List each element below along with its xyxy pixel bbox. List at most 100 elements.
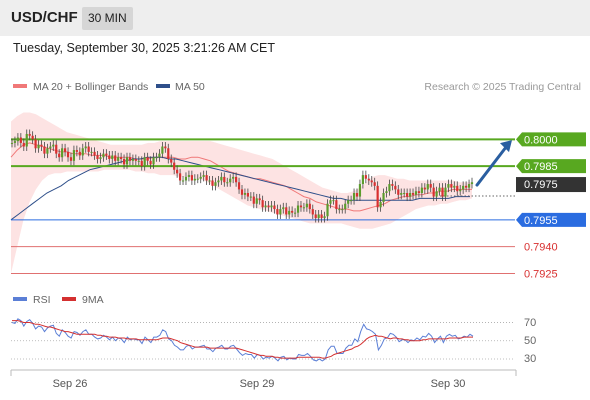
forecast-arrow-shaft xyxy=(475,145,508,187)
candle-body xyxy=(176,169,179,174)
candle-body xyxy=(90,151,93,153)
candle-body xyxy=(255,198,258,204)
candle-body xyxy=(167,148,170,160)
candle-body xyxy=(46,148,49,154)
legend-label-bollinger: MA 20 + Bollinger Bands xyxy=(33,81,148,93)
rsi-tick-label: 30 xyxy=(524,353,536,365)
candle-body xyxy=(117,157,120,161)
symbol-label: USD/CHF xyxy=(11,9,78,26)
candle-body xyxy=(114,155,117,161)
candle-body xyxy=(261,200,264,208)
forecast-arrow-head xyxy=(500,140,512,153)
candle-body xyxy=(202,175,205,177)
candle-body xyxy=(470,182,474,185)
candle-body xyxy=(211,180,214,186)
candle-body xyxy=(102,153,105,158)
candle-body xyxy=(429,184,432,188)
candle-body xyxy=(237,182,241,190)
candle-body xyxy=(361,175,364,185)
candle-body xyxy=(273,205,276,210)
candle-body xyxy=(406,193,409,197)
candle-body xyxy=(240,189,244,195)
candle-body xyxy=(288,210,291,215)
candle-body xyxy=(184,176,188,181)
candle-body xyxy=(403,193,406,194)
candle-body xyxy=(323,216,326,219)
candle-body xyxy=(391,184,394,186)
candle-body xyxy=(19,137,22,143)
candle-body xyxy=(267,205,270,208)
candle-body xyxy=(131,159,134,161)
candle-body xyxy=(426,184,429,190)
candle-body xyxy=(111,155,114,160)
candle-body xyxy=(81,148,84,156)
candle-body xyxy=(338,209,341,211)
candle-body xyxy=(335,200,338,210)
candle-body xyxy=(232,176,235,179)
level-label-support: 0.7925 xyxy=(524,268,558,280)
candle-body xyxy=(441,187,444,197)
candle-body xyxy=(105,153,108,156)
candle-body xyxy=(87,146,90,152)
ma50-line xyxy=(10,156,470,221)
candle-body xyxy=(108,155,111,160)
x-tick-label: Sep 30 xyxy=(431,378,466,390)
candle-body xyxy=(128,157,132,161)
candle-body xyxy=(43,146,46,154)
candle-body xyxy=(394,185,397,190)
candle-body xyxy=(161,146,164,154)
candle-body xyxy=(170,159,173,163)
level-tag-current xyxy=(516,177,586,193)
candle-body xyxy=(423,187,426,190)
candle-body xyxy=(358,184,362,197)
candle-body xyxy=(311,209,314,215)
candle-body xyxy=(226,182,229,184)
candle-body xyxy=(220,176,223,181)
candle-body xyxy=(291,210,294,213)
candle-body xyxy=(435,191,438,197)
header-bar: USD/CHF 30 MIN xyxy=(0,0,590,36)
level-label-current: 0.7975 xyxy=(524,179,558,191)
candle-body xyxy=(173,162,176,170)
candle-body xyxy=(347,200,350,204)
candle-body xyxy=(293,212,297,214)
candle-body xyxy=(264,205,267,208)
candle-body xyxy=(28,133,31,136)
candle-body xyxy=(249,196,252,198)
candle-body xyxy=(229,178,232,183)
timestamp: Tuesday, September 30, 2025 3:21:26 AM C… xyxy=(13,41,275,55)
candle-body xyxy=(34,139,37,149)
candle-body xyxy=(411,193,415,195)
candle-body xyxy=(332,200,335,202)
credit-text: Research © 2025 Trading Central xyxy=(424,81,581,93)
candle-body xyxy=(370,180,373,183)
candle-body xyxy=(66,151,70,158)
candle-body xyxy=(279,209,282,215)
candle-body xyxy=(143,157,146,167)
candle-body xyxy=(31,135,34,140)
candle-body xyxy=(223,176,226,183)
candle-body xyxy=(72,150,76,161)
candle-body xyxy=(199,176,202,179)
candle-body xyxy=(205,175,208,181)
interval-badge[interactable]: 30 MIN xyxy=(82,7,133,30)
candle-body xyxy=(382,193,385,202)
candle-body xyxy=(420,187,423,193)
candle-body xyxy=(252,196,255,204)
candle-body xyxy=(208,180,211,182)
candle-body xyxy=(414,191,418,195)
candle-body xyxy=(78,151,81,156)
candle-body xyxy=(99,157,102,160)
candle-body xyxy=(187,175,191,177)
candle-body xyxy=(341,209,344,211)
candle-body xyxy=(417,191,421,193)
candle-body xyxy=(63,148,67,152)
candle-body xyxy=(196,178,199,180)
candle-body xyxy=(329,200,332,204)
candle-body xyxy=(13,141,17,143)
candle-body xyxy=(350,200,353,202)
legend-label-ma50: MA 50 xyxy=(175,81,205,93)
candle-body xyxy=(190,175,193,181)
candle-body xyxy=(146,157,149,161)
